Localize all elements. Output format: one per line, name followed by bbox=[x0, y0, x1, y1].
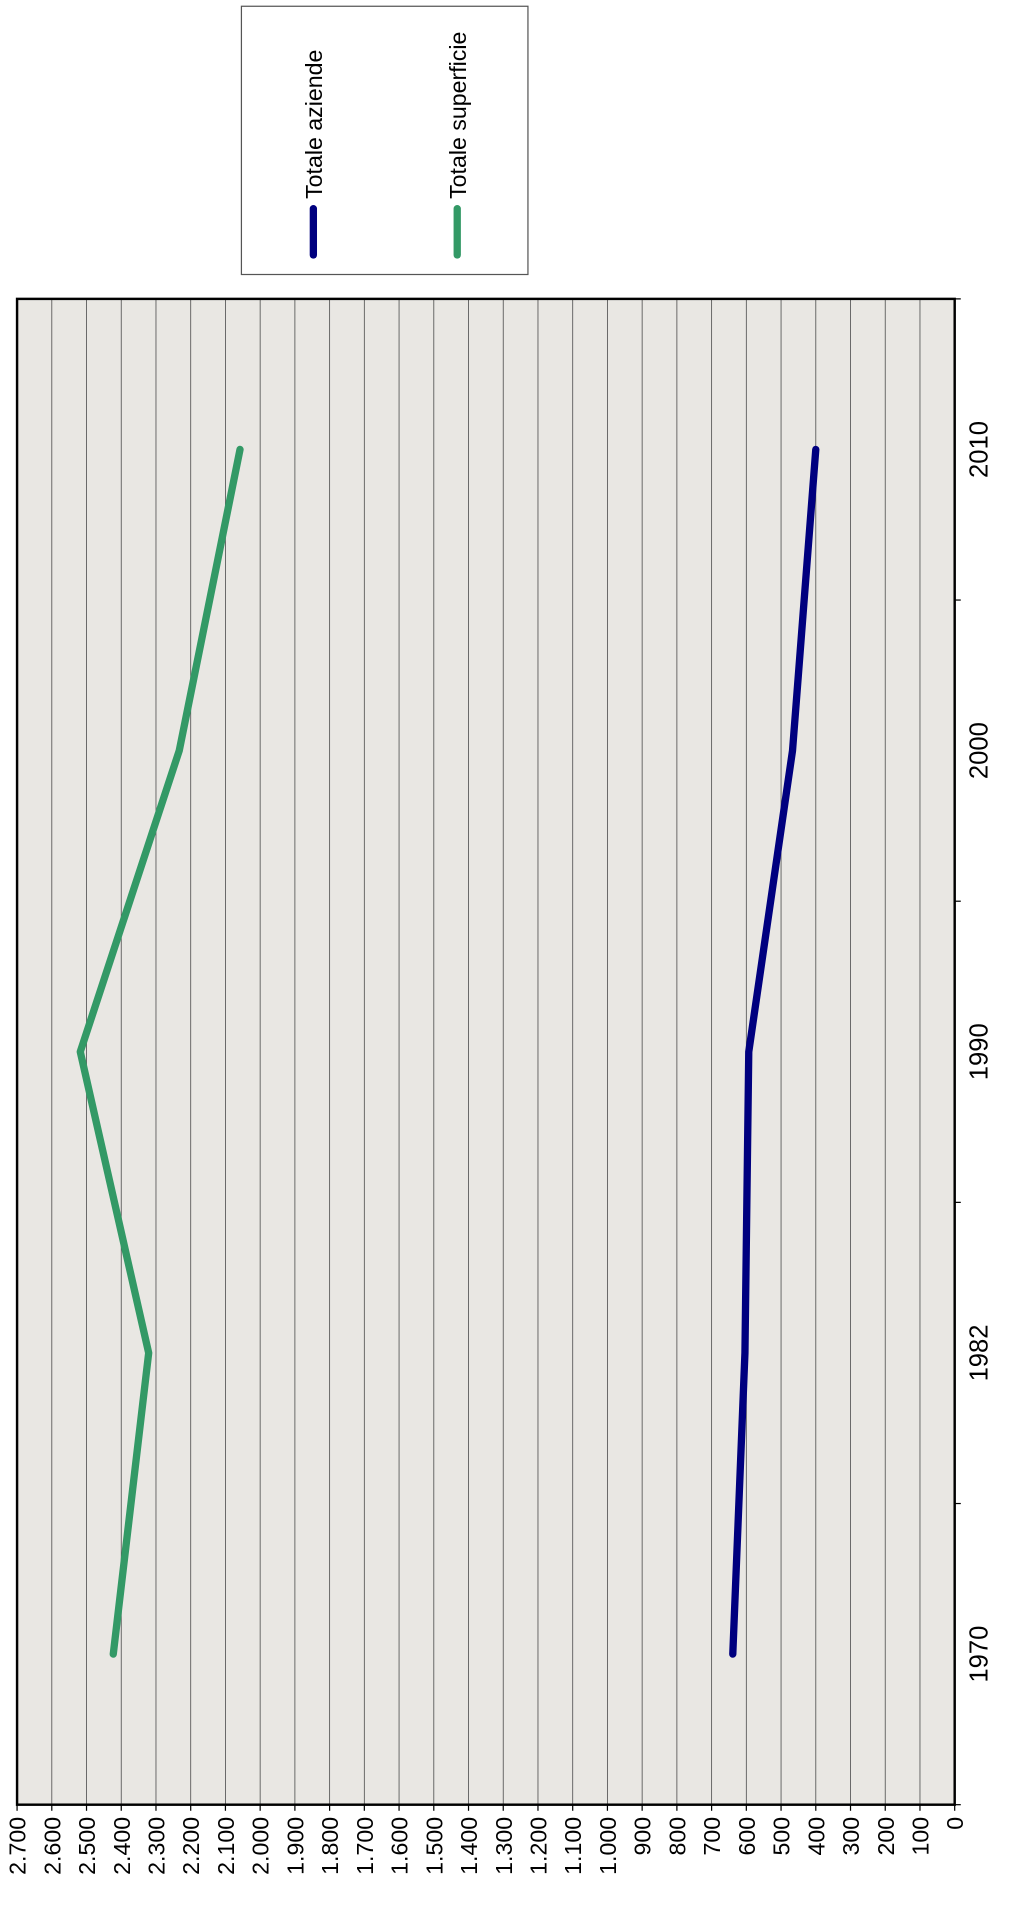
plot-border bbox=[15, 297, 956, 1806]
y-tick-label: 500 bbox=[769, 1817, 795, 1856]
y-tick-label: 1.600 bbox=[387, 1817, 413, 1875]
y-tick-label: 1.700 bbox=[352, 1817, 378, 1875]
legend-box bbox=[240, 5, 529, 276]
y-tick-label: 600 bbox=[734, 1817, 760, 1856]
y-tick-label: 1.200 bbox=[526, 1817, 552, 1875]
y-tick-label: 200 bbox=[873, 1817, 899, 1856]
y-tick-label: 2.000 bbox=[248, 1817, 274, 1875]
y-tick-label: 2.500 bbox=[74, 1817, 100, 1875]
y-tick-label: 1.400 bbox=[456, 1817, 482, 1875]
y-tick-label: 2.600 bbox=[39, 1817, 65, 1875]
y-tick-label: 1.100 bbox=[560, 1817, 586, 1875]
y-tick-label: 100 bbox=[908, 1817, 934, 1856]
y-tick-label: 1.000 bbox=[595, 1817, 621, 1875]
y-tick-label: 1.300 bbox=[491, 1817, 517, 1875]
y-tick-label: 1.800 bbox=[317, 1817, 343, 1875]
y-tick-label: 2.700 bbox=[5, 1817, 31, 1875]
x-tick-label: 2010 bbox=[966, 421, 994, 478]
legend-label: Totale superficie bbox=[445, 32, 471, 199]
y-tick-label: 1.500 bbox=[421, 1817, 447, 1875]
y-tick-label: 300 bbox=[838, 1817, 864, 1856]
y-tick-label: 2.100 bbox=[213, 1817, 239, 1875]
y-tick-label: 1.900 bbox=[282, 1817, 308, 1875]
y-tick-label: 0 bbox=[942, 1817, 968, 1830]
y-tick-label: 700 bbox=[699, 1817, 725, 1856]
y-tick-label: 800 bbox=[664, 1817, 690, 1856]
x-tick-label: 1982 bbox=[966, 1324, 994, 1381]
data-line bbox=[76, 445, 244, 1658]
y-tick-label: 2.300 bbox=[144, 1817, 170, 1875]
x-tick-label: 1970 bbox=[966, 1626, 994, 1683]
legend-label: Totale aziende bbox=[301, 50, 327, 199]
y-tick-label: 900 bbox=[630, 1817, 656, 1856]
plot-background bbox=[17, 298, 955, 1805]
y-tick-label: 2.400 bbox=[109, 1817, 135, 1875]
y-tick-label: 400 bbox=[803, 1817, 829, 1856]
x-tick-label: 2000 bbox=[966, 722, 994, 779]
data-line bbox=[729, 445, 820, 1658]
y-tick-label: 2.200 bbox=[178, 1817, 204, 1875]
x-tick-label: 1990 bbox=[966, 1023, 994, 1080]
